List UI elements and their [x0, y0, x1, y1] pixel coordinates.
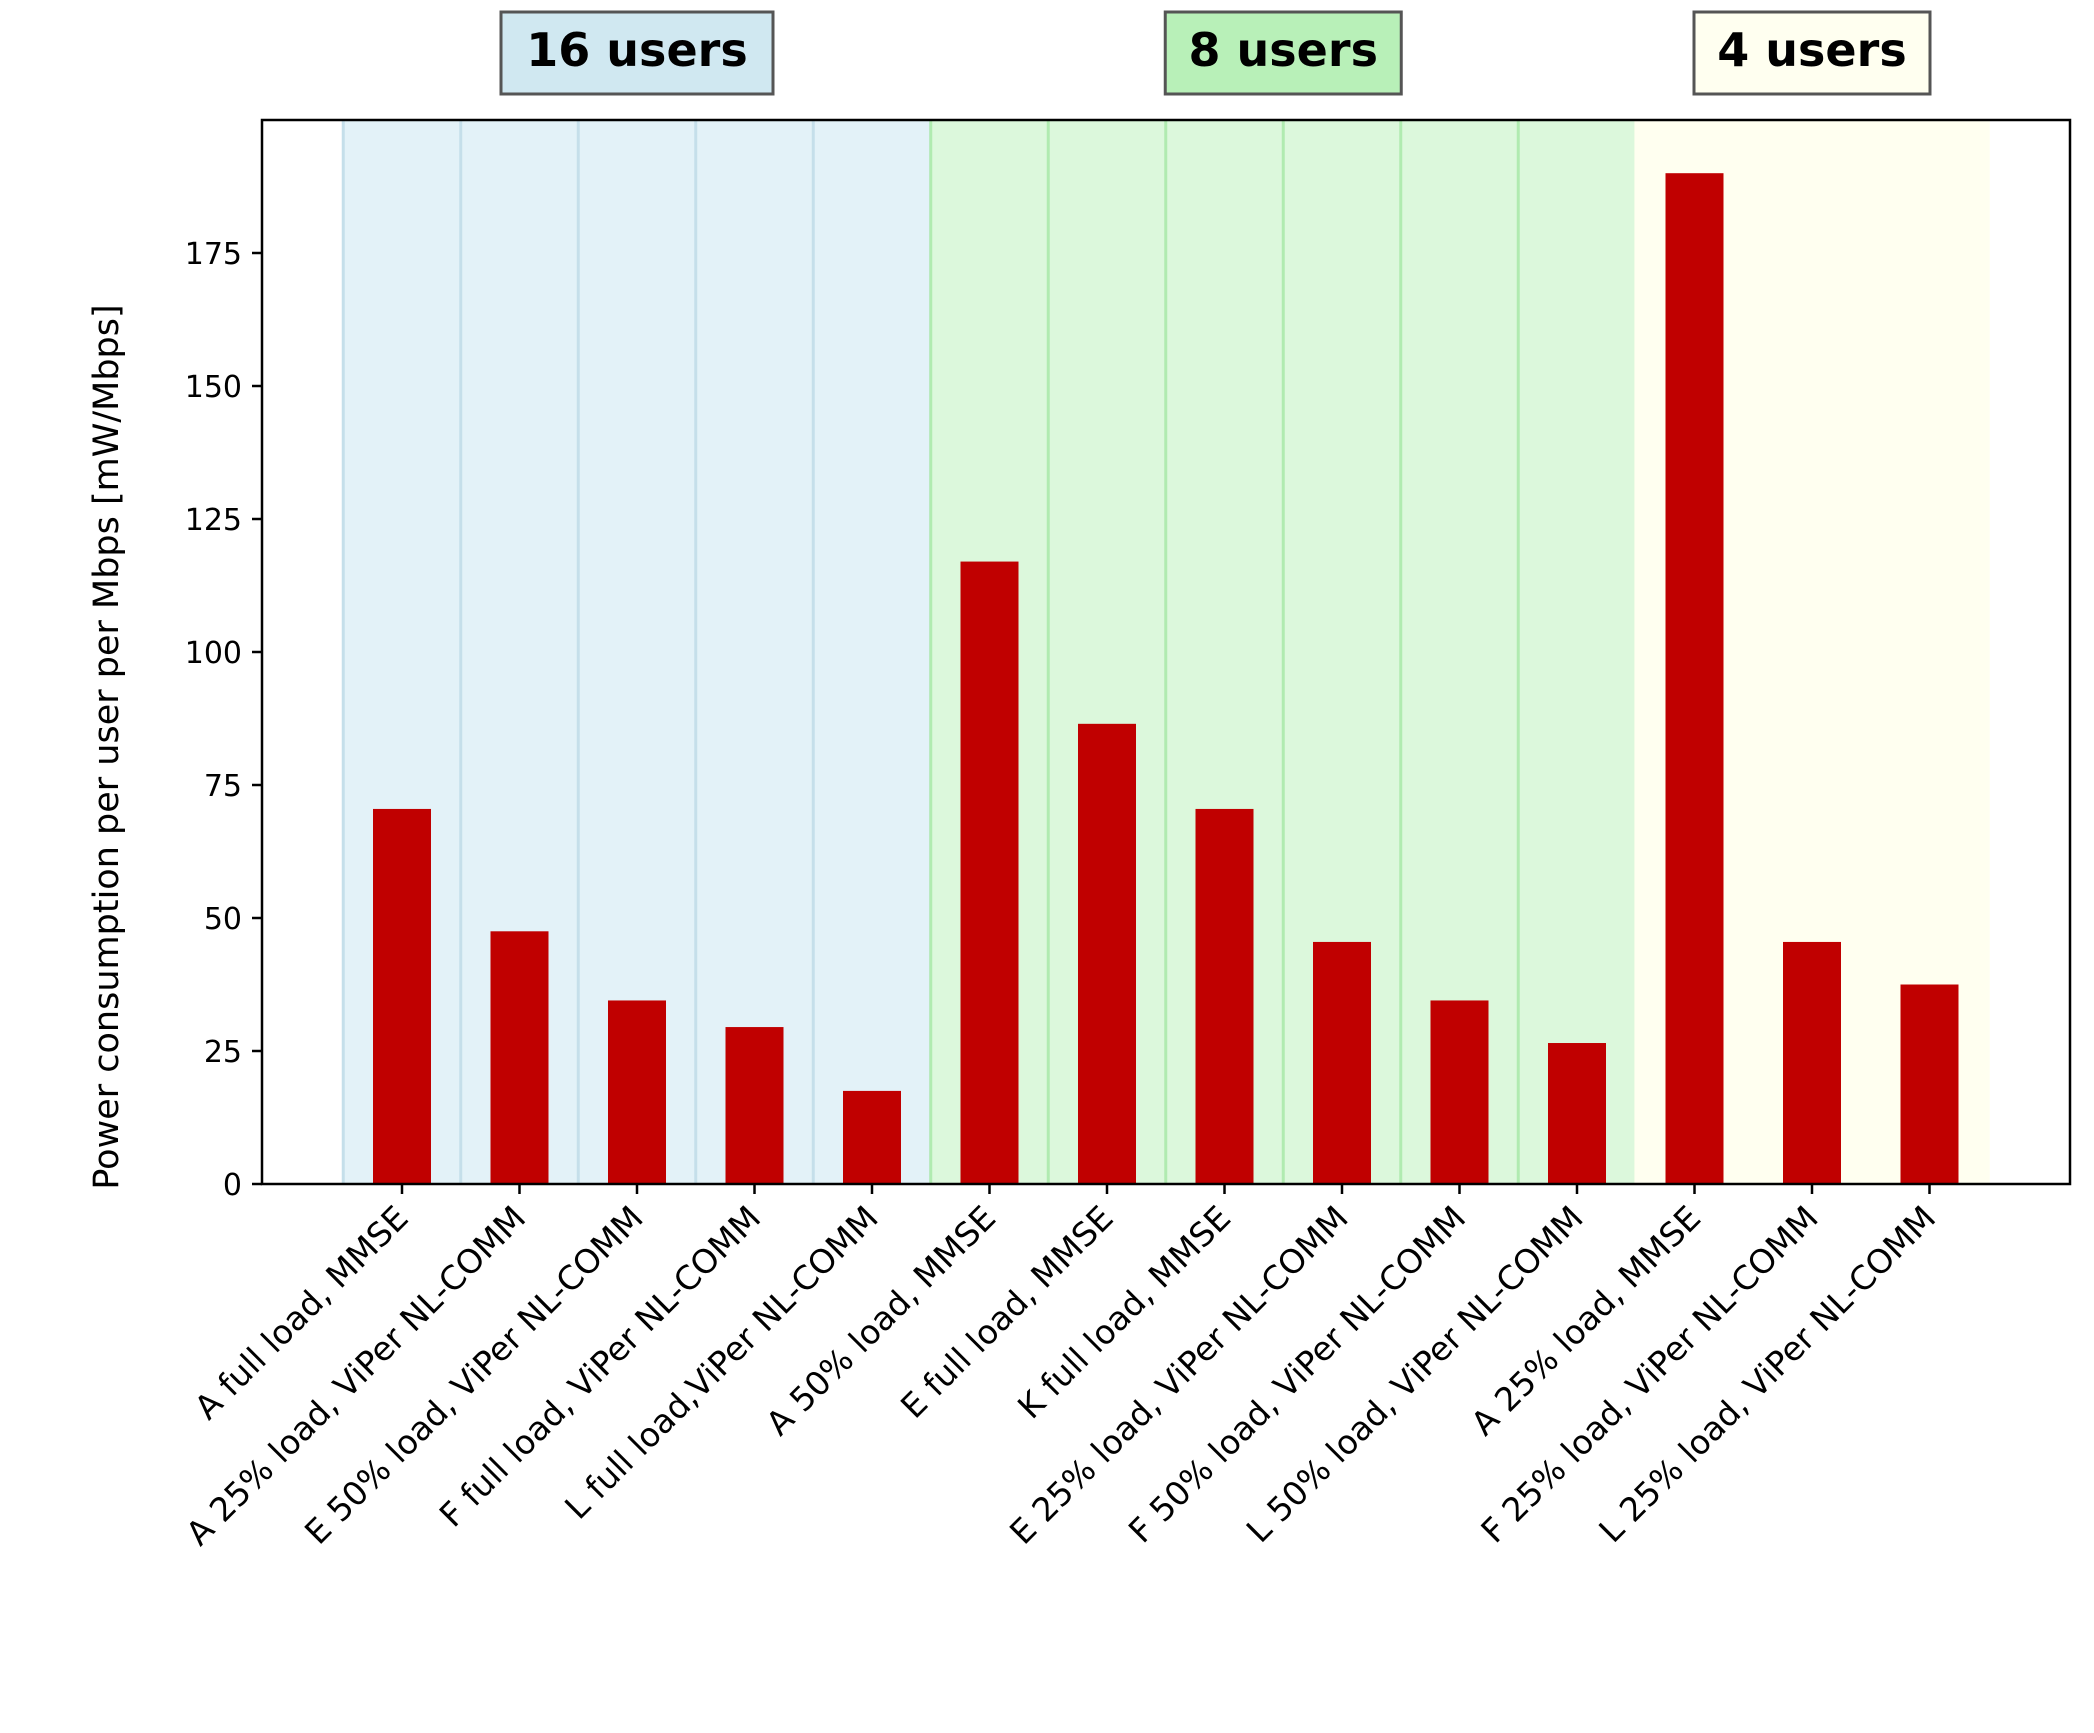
group-band-0: [695, 120, 814, 1184]
y-tick-label: 25: [204, 1035, 242, 1070]
bar-6: [1078, 723, 1136, 1184]
x-tick-label: A full load, MMSE: [187, 1198, 416, 1427]
bar-9: [1430, 1000, 1489, 1184]
bar-4: [843, 1090, 901, 1184]
group-label-box: [1692, 10, 1932, 96]
group-label-box: [499, 10, 775, 96]
y-tick-label: 0: [223, 1168, 242, 1203]
bar-1: [490, 931, 549, 1184]
y-tick-label: 175: [185, 237, 242, 272]
group-band-0: [813, 120, 931, 1184]
y-tick-label: 75: [204, 769, 242, 804]
bar-5: [960, 561, 1019, 1184]
bar-10: [1548, 1043, 1606, 1184]
group-label: 16 users: [526, 23, 747, 77]
bar-12: [1783, 941, 1841, 1184]
x-tick-label: A 50% load, MMSE: [758, 1198, 1003, 1443]
y-axis-label: Power consumption per user per Mbps [mW/…: [87, 304, 127, 1189]
y-tick-label: 150: [185, 370, 242, 405]
bar-11: [1665, 173, 1724, 1184]
group-label: 8 users: [1189, 23, 1378, 77]
bar-7: [1195, 808, 1254, 1184]
group-band-1: [1518, 120, 1636, 1184]
bar-2: [608, 1000, 666, 1184]
x-tick-label: E full load, MMSE: [893, 1198, 1121, 1426]
bars: [373, 173, 1959, 1184]
group-label: 4 users: [1717, 23, 1906, 77]
y-tick-label: 50: [204, 902, 242, 937]
bar-13: [1900, 984, 1959, 1184]
y-tick-label: 100: [185, 636, 242, 671]
group-label-box: [1163, 10, 1403, 96]
bar-3: [725, 1027, 784, 1184]
y-axis: 0 25 50 75 100 125 150 175: [185, 237, 262, 1203]
bar-8: [1313, 941, 1371, 1184]
x-tick-label: K full load, MMSE: [1010, 1198, 1238, 1426]
group-labels: 16 users 8 users 4 users: [499, 10, 1932, 96]
y-tick-label: 125: [185, 503, 242, 538]
bar-0: [373, 808, 431, 1184]
x-tick-label: A 25% load, MMSE: [1463, 1198, 1708, 1443]
group-bands: [341, 120, 1990, 1184]
